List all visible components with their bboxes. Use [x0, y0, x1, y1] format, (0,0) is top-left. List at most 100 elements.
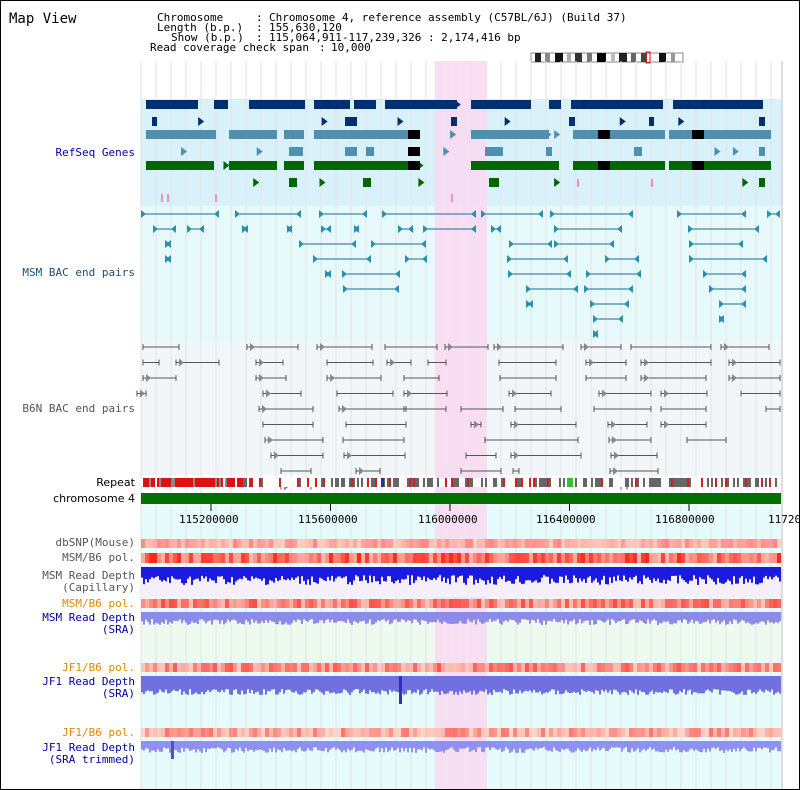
depth-bar — [671, 741, 673, 750]
heatmap-cell — [305, 663, 309, 672]
heatmap-cell — [421, 553, 425, 563]
repeat-element — [177, 478, 179, 487]
depth-bar — [259, 676, 261, 695]
depth-bar — [697, 741, 699, 751]
depth-bar — [515, 612, 517, 623]
heatmap-cell — [649, 728, 653, 737]
depth-bar — [391, 741, 393, 748]
depth-bar — [727, 612, 729, 625]
depth-bar — [475, 741, 477, 753]
depth-bar — [717, 567, 719, 579]
heatmap-cell — [629, 553, 633, 563]
depth-bar — [333, 612, 335, 623]
depth-bar — [403, 612, 405, 621]
chromosome-ideogram[interactable] — [529, 51, 689, 65]
heatmap-cell — [253, 553, 257, 563]
heatmap-cell — [713, 728, 717, 737]
depth-bar — [451, 612, 453, 624]
depth-bar — [649, 676, 651, 693]
depth-bar — [533, 676, 535, 690]
depth-bar — [775, 741, 777, 748]
gene-exon — [146, 100, 198, 109]
depth-bar — [315, 741, 317, 748]
depth-bar — [493, 567, 495, 585]
heatmap-cell — [389, 599, 393, 608]
repeat-element — [601, 478, 603, 487]
depth-bar — [501, 612, 503, 625]
heatmap-cell — [353, 553, 357, 563]
depth-bar — [449, 741, 451, 748]
heatmap-cell — [397, 553, 401, 563]
heatmap-cell — [161, 539, 165, 548]
depth-bar — [481, 567, 483, 580]
gene-exon-dark — [692, 130, 704, 139]
depth-bar — [631, 612, 633, 620]
depth-bar — [221, 676, 223, 691]
gene-strand-arrow — [732, 147, 739, 156]
heatmap-cell — [489, 539, 493, 548]
depth-bar — [309, 741, 311, 751]
depth-bar — [717, 612, 719, 621]
heatmap-cell — [609, 553, 613, 563]
depth-bar — [405, 741, 407, 749]
gene-exon-dark — [408, 130, 420, 139]
depth-bar — [457, 676, 459, 695]
heatmap-cell — [485, 599, 489, 608]
depth-bar — [703, 676, 705, 694]
track-label-b6n-bac[interactable]: B6N BAC end pairs — [22, 402, 135, 415]
depth-bar — [749, 567, 751, 580]
depth-bar — [175, 741, 177, 751]
depth-bar — [761, 676, 763, 692]
depth-bar — [431, 612, 433, 623]
heatmap-cell — [301, 728, 305, 737]
heatmap-cell — [581, 539, 585, 548]
heatmap-cell — [749, 728, 753, 737]
heatmap-cell — [657, 539, 661, 548]
heatmap-cell — [245, 539, 249, 548]
heatmap-cell — [581, 663, 585, 672]
depth-bar — [475, 612, 477, 625]
heatmap-cell — [517, 599, 521, 608]
msm-bac-end-pairs[interactable] — [141, 210, 780, 338]
gene-exon — [546, 147, 552, 156]
heatmap-cell — [561, 728, 565, 737]
heatmap-cell — [173, 539, 177, 548]
heatmap-cell — [341, 553, 345, 563]
depth-bar — [389, 567, 391, 577]
heatmap-cell — [717, 599, 721, 608]
track-label-msm-bac[interactable]: MSM BAC end pairs — [22, 266, 135, 279]
heatmap-cell — [473, 553, 477, 563]
depth-bar — [375, 567, 377, 582]
bac-end-marker — [287, 225, 292, 233]
depth-bar — [579, 567, 581, 579]
depth-bar — [487, 567, 489, 581]
depth-bar — [183, 741, 185, 752]
depth-bar — [771, 741, 773, 751]
heatmap-cell — [701, 553, 705, 563]
refseq-genes-features[interactable] — [146, 100, 771, 202]
depth-bar — [509, 612, 511, 620]
depth-bar — [319, 567, 321, 578]
heatmap-cell — [313, 599, 317, 608]
heatmap-cell — [177, 728, 181, 737]
b6n-bac-end-pairs[interactable] — [136, 343, 781, 491]
gene-exon — [314, 130, 410, 139]
heatmap-cell — [193, 663, 197, 672]
depth-bar — [405, 567, 407, 579]
depth-bar — [403, 676, 405, 695]
bac-end-marker — [366, 255, 371, 263]
gene-exon — [634, 147, 642, 156]
depth-bar — [721, 612, 723, 623]
info-sep: : — [256, 11, 263, 24]
depth-bar — [735, 612, 737, 621]
heatmap-cell — [193, 539, 197, 548]
track-label-refseq[interactable]: RefSeq Genes — [55, 146, 135, 159]
gene-exon — [571, 100, 663, 109]
depth-bar — [471, 676, 473, 695]
depth-bar — [269, 612, 271, 621]
repeat-element — [225, 478, 227, 487]
repeat-element — [213, 478, 215, 487]
gene-strand-arrow — [678, 117, 685, 126]
depth-bar — [663, 612, 665, 622]
